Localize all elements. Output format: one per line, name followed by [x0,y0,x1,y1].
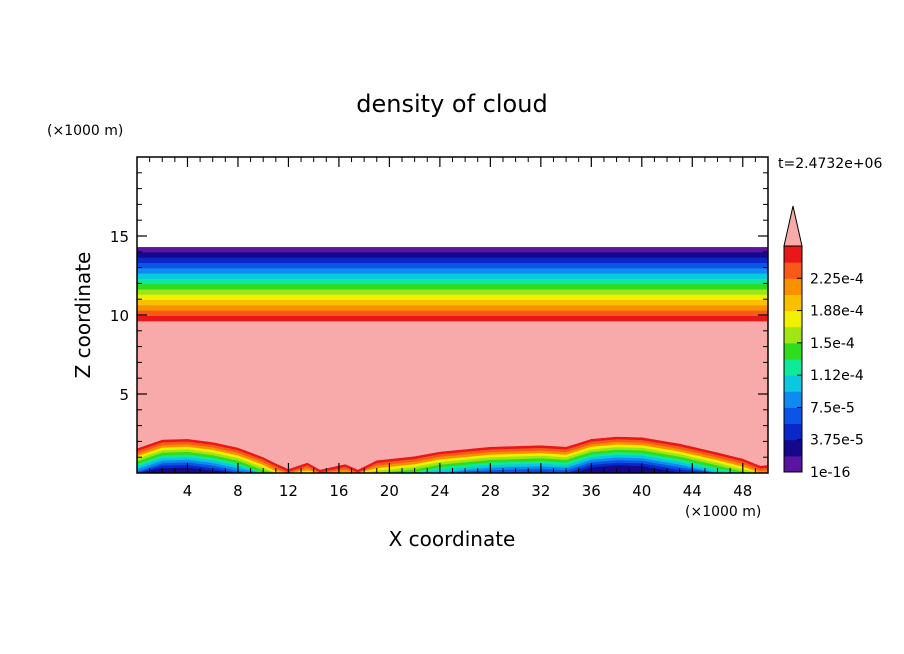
x-tick-label: 16 [329,482,348,500]
y-axis-label: Z coordinate [71,252,95,379]
upper-layer-band [137,316,768,322]
upper-layer-band [137,294,768,301]
x-tick-label: 8 [233,482,243,500]
colorbar-segment [784,326,802,344]
colorbar-tick-label: 1e-16 [810,465,850,481]
upper-layer-band [137,284,768,291]
upper-layer-band [137,289,768,296]
colorbar-segment [784,391,802,408]
colorbar: 1e-16 3.75e-5 7.5e-5 1.12e-4 1.5e-4 1.88e-4 2.… [783,205,864,481]
colorbar-segment [784,310,802,328]
x-tick-label: 40 [632,482,651,500]
x-tick-label: 48 [733,482,752,500]
upper-layer-band [137,262,768,269]
x-tick-label: 36 [582,482,601,500]
colorbar-segment [784,246,802,263]
y-tick-label: 5 [119,386,129,404]
upper-layer-band [137,252,768,259]
upper-layer-band [137,257,768,264]
colorbar-segment [784,375,802,392]
colorbar-segment [784,423,802,441]
colorbar-segment [784,359,802,376]
upper-layer-band [137,310,768,317]
time-label: t=2.4732e+06 [778,156,882,172]
upper-layer-band [137,268,768,275]
y-tick-label: 15 [110,228,129,246]
lower-cloud-band [137,465,768,473]
y-tick-label: 10 [110,307,129,325]
colorbar-overflow-triangle [783,205,803,247]
colorbar-tick-label: 1.12e-4 [810,368,864,384]
colorbar-tick-label: 2.25e-4 [810,271,864,287]
colorbar-segment [784,294,802,312]
x-axis-label: X coordinate [389,527,516,551]
colorbar-segment [784,278,802,295]
density-field [137,247,768,473]
x-tick-label: 32 [531,482,550,500]
colorbar-segment [784,407,802,425]
upper-layer-band [137,278,768,285]
x-unit-label: (×1000 m) [685,504,761,520]
colorbar-segment [784,455,802,473]
upper-layer-band [137,247,768,253]
saturated-region [137,321,768,473]
colorbar-segment [784,262,802,279]
upper-layer-band [137,300,768,307]
colorbar-frame [783,245,803,473]
colorbar-tick-label: 3.75e-5 [810,433,864,449]
x-tick-label: 12 [279,482,298,500]
upper-layer-band [137,273,768,280]
colorbar-segment [784,342,802,360]
x-tick-label: 28 [481,482,500,500]
y-unit-label: (×1000 m) [47,123,123,139]
x-tick-label: 4 [183,482,193,500]
colorbar-tick-label: 1.5e-4 [810,336,855,352]
colorbar-tick-label: 7.5e-5 [810,400,855,416]
x-tick-label: 44 [683,482,702,500]
colorbar-tick-label: 1.88e-4 [810,304,864,320]
upper-layer-band [137,305,768,312]
colorbar-segment [784,439,802,457]
chart-title: density of cloud [356,90,547,118]
x-tick-label: 24 [430,482,449,500]
x-tick-label: 20 [380,482,399,500]
